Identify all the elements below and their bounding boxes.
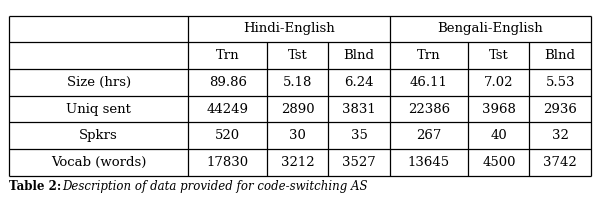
Text: Description of data provided for code-switching AS: Description of data provided for code-sw… bbox=[62, 180, 368, 193]
Text: 35: 35 bbox=[350, 129, 367, 142]
Text: 32: 32 bbox=[552, 129, 569, 142]
Text: 2936: 2936 bbox=[543, 103, 577, 115]
Text: 89.86: 89.86 bbox=[209, 76, 247, 89]
Text: Vocab (words): Vocab (words) bbox=[51, 156, 147, 169]
Text: 3742: 3742 bbox=[544, 156, 577, 169]
Text: Bengali-English: Bengali-English bbox=[437, 22, 543, 35]
Text: 22386: 22386 bbox=[408, 103, 450, 115]
Text: 17830: 17830 bbox=[207, 156, 249, 169]
Text: 5.53: 5.53 bbox=[545, 76, 575, 89]
Text: 13645: 13645 bbox=[408, 156, 450, 169]
Text: 2890: 2890 bbox=[281, 103, 315, 115]
Text: 520: 520 bbox=[215, 129, 240, 142]
Text: Trn: Trn bbox=[216, 49, 240, 62]
Text: 5.18: 5.18 bbox=[283, 76, 312, 89]
Text: 30: 30 bbox=[289, 129, 306, 142]
Text: 4500: 4500 bbox=[482, 156, 515, 169]
Text: 3212: 3212 bbox=[281, 156, 315, 169]
Text: 3831: 3831 bbox=[342, 103, 376, 115]
Text: Uniq sent: Uniq sent bbox=[66, 103, 131, 115]
Text: Blnd: Blnd bbox=[545, 49, 576, 62]
Text: Size (hrs): Size (hrs) bbox=[66, 76, 131, 89]
Text: 3968: 3968 bbox=[482, 103, 515, 115]
Text: Tst: Tst bbox=[489, 49, 509, 62]
Text: 40: 40 bbox=[490, 129, 507, 142]
Text: 7.02: 7.02 bbox=[484, 76, 514, 89]
Text: Blnd: Blnd bbox=[343, 49, 374, 62]
Text: 6.24: 6.24 bbox=[344, 76, 374, 89]
Text: Table 2:: Table 2: bbox=[9, 180, 61, 193]
Text: Spkrs: Spkrs bbox=[80, 129, 118, 142]
Text: 46.11: 46.11 bbox=[410, 76, 448, 89]
Text: Tst: Tst bbox=[288, 49, 307, 62]
Text: 44249: 44249 bbox=[207, 103, 249, 115]
Text: 3527: 3527 bbox=[342, 156, 376, 169]
Text: Hindi-English: Hindi-English bbox=[243, 22, 335, 35]
Text: 267: 267 bbox=[416, 129, 441, 142]
Text: Trn: Trn bbox=[417, 49, 441, 62]
